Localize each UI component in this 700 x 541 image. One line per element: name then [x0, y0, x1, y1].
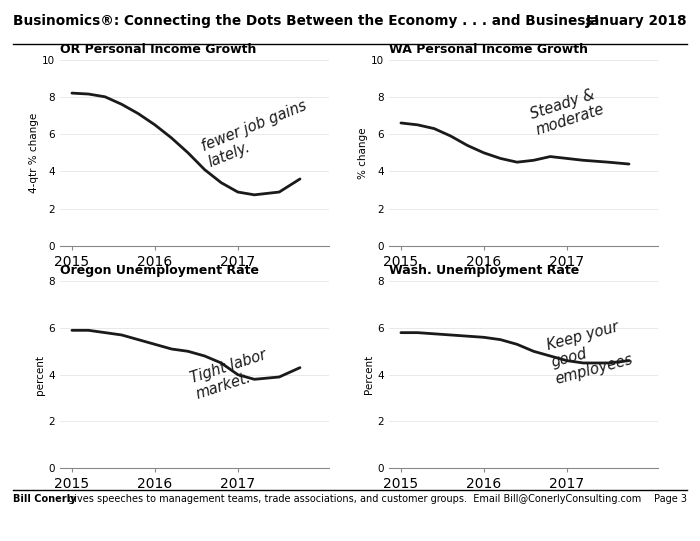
Text: Wash. Unemployment Rate: Wash. Unemployment Rate [389, 265, 579, 278]
Text: Steady &
moderate: Steady & moderate [528, 85, 606, 138]
Text: Oregon Unemployment Rate: Oregon Unemployment Rate [60, 265, 258, 278]
Text: WA Personal Income Growth: WA Personal Income Growth [389, 43, 587, 56]
Text: Keep your
good
employees: Keep your good employees [545, 318, 635, 387]
Y-axis label: Percent: Percent [364, 355, 374, 394]
Text: Businomics®: Connecting the Dots Between the Economy . . . and Business!: Businomics®: Connecting the Dots Between… [13, 14, 599, 28]
Text: Bill Conerly: Bill Conerly [13, 494, 76, 504]
Text: gives speeches to management teams, trade associations, and customer groups.  Em: gives speeches to management teams, trad… [65, 494, 641, 504]
Y-axis label: percent: percent [35, 355, 46, 394]
Text: January 2018: January 2018 [586, 14, 687, 28]
Text: OR Personal Income Growth: OR Personal Income Growth [60, 43, 256, 56]
Text: fewer job gains
lately.: fewer job gains lately. [199, 98, 316, 170]
Y-axis label: % change: % change [358, 127, 368, 179]
Text: Tight labor
market.: Tight labor market. [189, 347, 274, 403]
Text: Page 3: Page 3 [654, 494, 687, 504]
Y-axis label: 4-qtr % change: 4-qtr % change [29, 113, 38, 193]
